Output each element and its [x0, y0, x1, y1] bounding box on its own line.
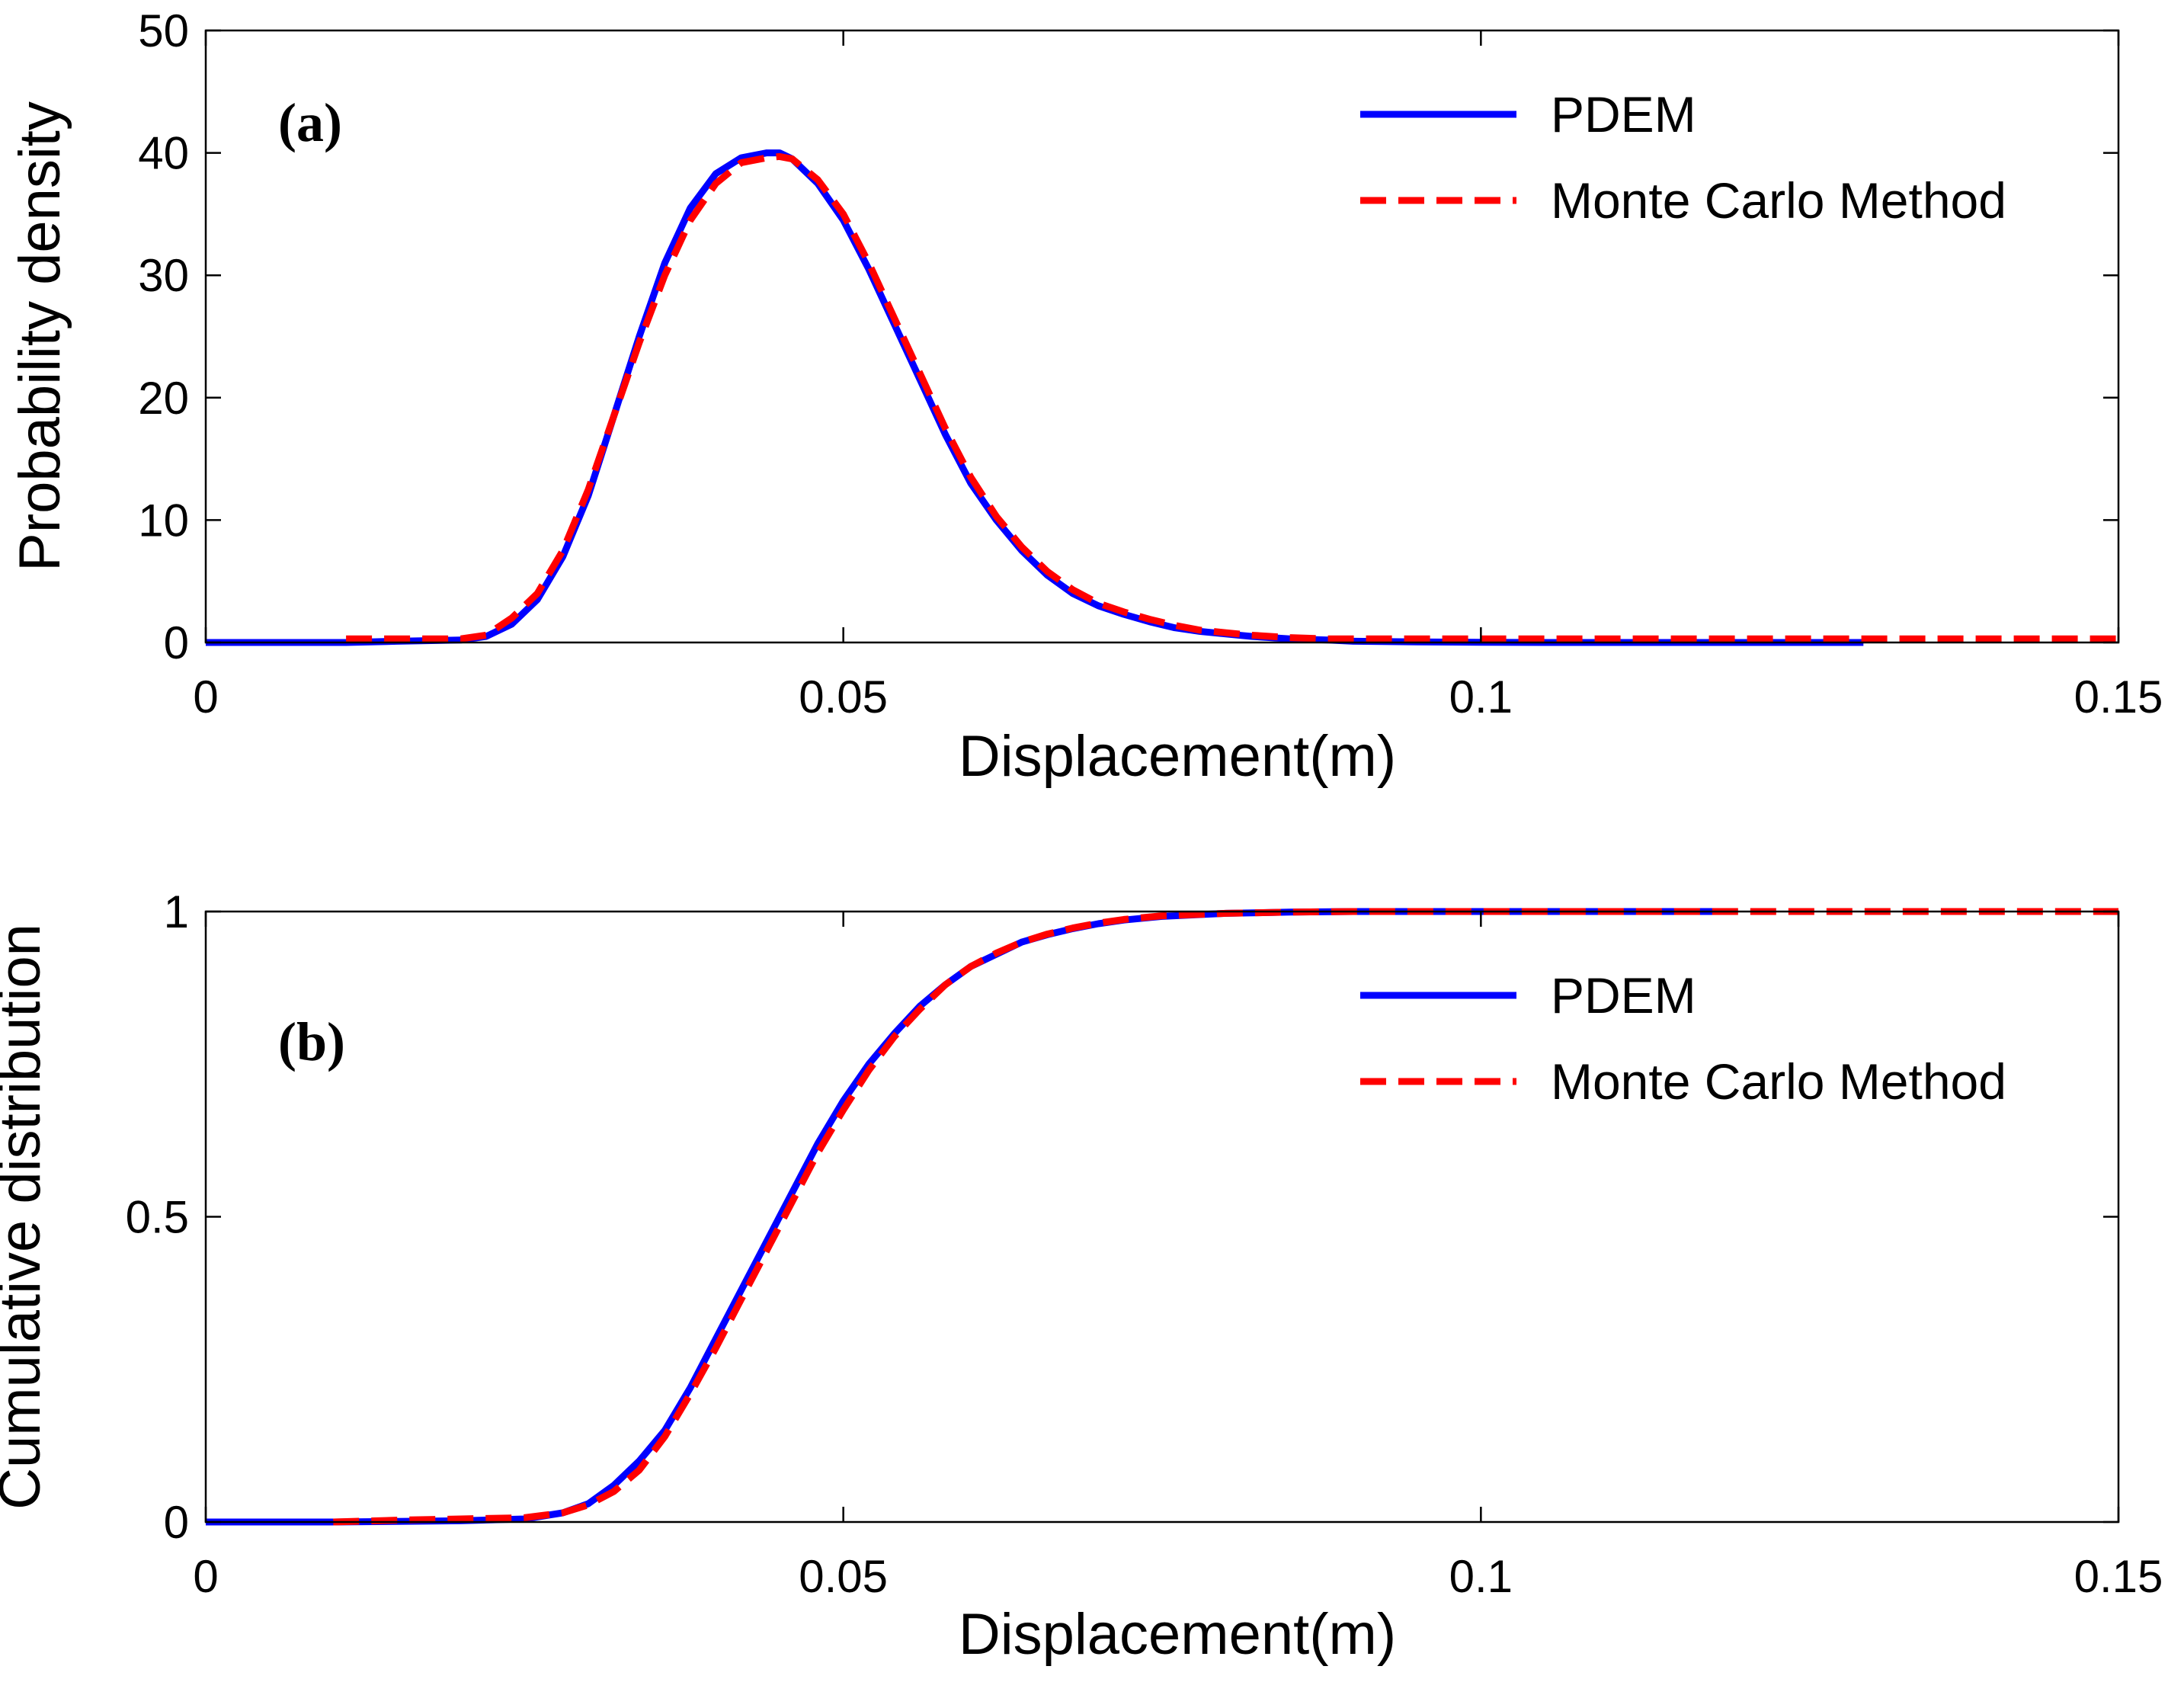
legend-label: Monte Carlo Method	[1551, 1053, 2006, 1110]
y-tick-label: 0.5	[126, 1192, 189, 1243]
x-tick-label: 0	[193, 671, 218, 723]
series-line-monte-carlo-method	[333, 908, 2118, 1526]
legend-label: PDEM	[1551, 967, 1696, 1024]
legend: PDEM Monte Carlo Method	[1360, 86, 2006, 229]
chart-panel-2: 0 0.05 0.1 0.15 0 0.5 1 Displacement(m) Cumulati…	[0, 886, 2163, 1667]
legend-label: PDEM	[1551, 86, 1696, 143]
x-tick-label: 0.05	[799, 671, 888, 723]
x-tick-label: 0	[193, 1551, 218, 1602]
y-axis-label: Probability density	[8, 101, 72, 572]
panel-label: (b)	[278, 1011, 345, 1072]
x-axis-label: Displacement(m)	[959, 1602, 1396, 1667]
y-axis-label: Cumulative distribution	[0, 924, 53, 1510]
x-tick-label: 0.1	[1449, 1551, 1513, 1602]
series-line-monte-carlo-method	[346, 152, 2118, 642]
x-tick-label: 0.15	[2074, 1551, 2163, 1602]
legend: PDEM Monte Carlo Method	[1360, 967, 2006, 1110]
series-group	[206, 149, 2118, 646]
y-tick-label: 1	[164, 886, 189, 937]
x-tick-label: 0.1	[1449, 671, 1513, 723]
series-line-pdem	[206, 908, 1736, 1526]
x-tick-label: 0.15	[2074, 671, 2163, 723]
panel-label: (a)	[278, 92, 342, 153]
y-tick-label: 20	[138, 373, 189, 424]
y-tick-label: 40	[138, 128, 189, 179]
legend-label: Monte Carlo Method	[1551, 172, 2006, 229]
y-tick-label: 0	[164, 1497, 189, 1548]
plot-frame	[204, 910, 2120, 1524]
y-tick-label: 10	[138, 495, 189, 546]
y-tick-label: 50	[138, 5, 189, 56]
y-tick-label: 30	[138, 250, 189, 301]
chart-panel-1: 0 0.05 0.1 0.15 0 10 20 30 40 50 Displacement(m) Pr…	[8, 5, 2163, 789]
x-axis-label: Displacement(m)	[959, 724, 1396, 789]
series-group	[206, 908, 2118, 1526]
y-tick-label: 0	[164, 617, 189, 668]
plot-frame	[204, 29, 2120, 644]
x-tick-label: 0.05	[799, 1551, 888, 1602]
